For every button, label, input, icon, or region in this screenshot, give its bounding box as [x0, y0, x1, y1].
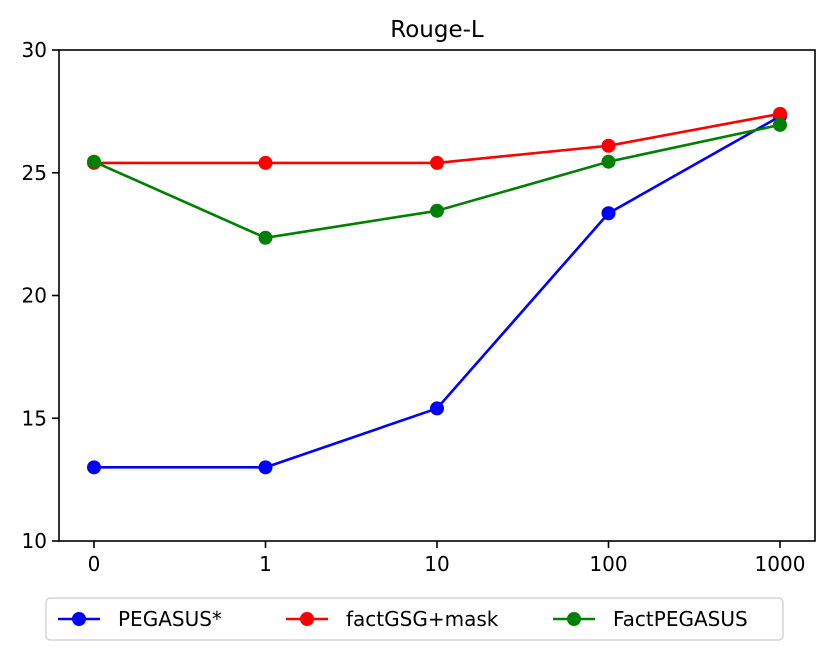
data-point — [258, 155, 273, 170]
data-point — [430, 155, 444, 170]
data-point — [773, 106, 787, 121]
chart-title: Rouge-L — [390, 17, 484, 43]
x-tick-label: 10 — [424, 552, 449, 576]
data-point — [601, 206, 616, 221]
data-point — [430, 203, 444, 218]
data-point — [87, 154, 101, 169]
data-point — [87, 460, 101, 475]
y-tick-label: 30 — [22, 38, 47, 62]
plot-area: 0 1 10 100 1000 10 15 20 25 30 — [22, 38, 816, 576]
y-tick-label: 15 — [22, 406, 47, 430]
data-point — [258, 230, 273, 245]
legend: PEGASUS* factGSG+mask FactPEGASUS — [45, 597, 784, 641]
y-tick-label: 10 — [22, 529, 47, 553]
x-tick-label: 0 — [88, 552, 101, 576]
legend-marker — [567, 612, 581, 626]
y-tick-label: 20 — [22, 284, 47, 308]
y-tick-label: 25 — [22, 161, 47, 185]
data-point — [430, 401, 444, 416]
legend-label: factGSG+mask — [346, 607, 499, 631]
legend-label: FactPEGASUS — [613, 607, 748, 631]
legend-marker — [72, 612, 86, 626]
data-point — [601, 138, 616, 153]
series-line-2 — [93, 123, 781, 240]
legend-marker — [300, 612, 314, 626]
x-tick-label: 1 — [259, 552, 272, 576]
data-point — [601, 154, 616, 169]
legend-label: PEGASUS* — [118, 607, 222, 631]
series-line-1 — [94, 112, 781, 165]
data-point — [258, 460, 273, 475]
x-tick-label: 1000 — [755, 552, 806, 576]
legend-box — [45, 597, 784, 641]
x-tick-label: 100 — [589, 552, 627, 576]
data-point — [773, 117, 787, 132]
